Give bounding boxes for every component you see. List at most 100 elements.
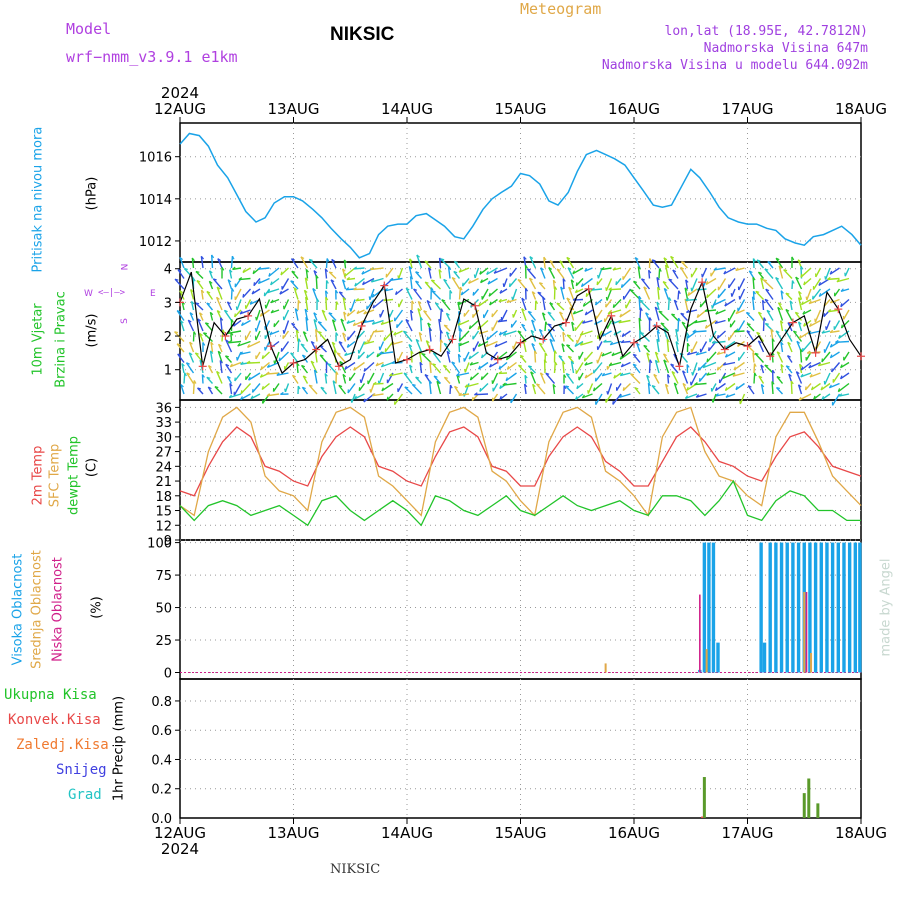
wind-barb-head	[368, 296, 371, 301]
wind-barb	[295, 330, 299, 342]
wind-barb-head	[417, 307, 421, 312]
wind-barb	[696, 393, 707, 398]
wind-barb	[300, 343, 309, 353]
wind-barb-head	[343, 273, 347, 277]
wind-barb-head	[668, 297, 672, 301]
wind-barb	[754, 352, 765, 363]
wind-barb	[682, 383, 689, 395]
wind-barb-head	[711, 340, 716, 344]
wind-barb	[290, 280, 299, 290]
wind-barb-head	[755, 290, 760, 293]
wind-barb	[389, 277, 403, 282]
wind-barb-head	[220, 317, 224, 321]
wind-barb-head	[760, 364, 764, 368]
wind-barb-head	[416, 254, 420, 258]
wind-barb-head	[338, 341, 343, 344]
wind-barb	[775, 277, 784, 290]
wind-barb-head	[240, 396, 243, 400]
wind-barb	[464, 382, 479, 388]
wind-barb	[174, 278, 185, 290]
wind-barb	[559, 260, 565, 269]
wind-barb	[438, 269, 442, 279]
wind-barb-head	[820, 386, 823, 391]
wind-barb-head	[672, 269, 677, 273]
wind-barb	[808, 361, 821, 369]
wind-barb-head	[325, 290, 329, 294]
wind-barb-head	[756, 331, 761, 335]
wind-barb	[489, 361, 498, 368]
wind-barb-head	[566, 334, 571, 337]
wind-barb	[225, 363, 233, 374]
wind-barb	[654, 351, 660, 363]
wind-barb	[606, 383, 613, 395]
wind-barb	[664, 264, 670, 279]
wind-barb-head	[380, 321, 384, 325]
wind-barb	[767, 261, 774, 269]
wind-barb-head	[259, 312, 263, 317]
wind-barb-head	[366, 354, 369, 359]
wind-barb-head	[758, 340, 762, 344]
wind-barb	[308, 384, 318, 395]
wind-barb-head	[438, 269, 442, 273]
wind-barb-head	[238, 276, 243, 281]
wind-barb-head	[716, 351, 721, 355]
wind-barb	[680, 312, 689, 321]
wind-barb	[229, 383, 233, 395]
cloud-high-bar	[762, 642, 767, 673]
wind-barb	[209, 350, 214, 363]
wind-barb	[684, 298, 689, 311]
wind-barb-head	[440, 339, 444, 343]
wind-barb-head	[601, 332, 605, 337]
wind-barb	[445, 312, 451, 321]
wind-barb	[230, 332, 233, 342]
wind-barb	[339, 361, 347, 374]
wind-barb-head	[787, 355, 791, 358]
wind-barb	[685, 393, 698, 400]
wind-barb-head	[428, 267, 432, 271]
wind-barb-head	[632, 363, 637, 367]
wind-barb	[530, 371, 537, 384]
wind-barb-head	[197, 387, 202, 390]
wind-barb	[785, 365, 793, 374]
wind-barb-head	[280, 391, 284, 395]
wind-barb	[393, 393, 404, 406]
model-label: Model	[66, 20, 112, 38]
cloud-high-bar	[825, 542, 829, 673]
wind-barb-head	[234, 313, 236, 318]
wind-barb-head	[668, 278, 673, 281]
wind-barb	[335, 301, 338, 311]
wind-barb-head	[568, 355, 572, 359]
wind-barb-head	[584, 268, 588, 272]
wind-barb	[706, 372, 717, 376]
wind-barb	[596, 351, 603, 364]
y-tick-label: 21	[155, 475, 172, 490]
wind-barb-head	[685, 332, 690, 336]
wind-barb	[694, 382, 707, 386]
wind-barb-head	[594, 301, 598, 306]
wind-barb-head	[716, 366, 719, 371]
wind-barb	[355, 298, 365, 302]
wind-barb-head	[228, 394, 233, 398]
wind-barb	[526, 268, 537, 279]
wind-barb	[779, 320, 784, 332]
wind-barb	[549, 338, 556, 353]
wind-barb	[704, 309, 717, 312]
wind-barb	[506, 298, 517, 304]
wind-barb-head	[529, 277, 533, 281]
wind-barb-head	[634, 387, 639, 390]
wind-barb-head	[765, 322, 769, 325]
wind-barb	[351, 393, 356, 403]
wind-barb	[562, 332, 565, 342]
temp-2m-line	[179, 426, 862, 497]
wind-barb-head	[637, 266, 641, 270]
wind-barb	[200, 256, 204, 269]
wind-barb	[338, 341, 347, 353]
wind-barb-head	[408, 265, 413, 270]
wind-barb-head	[791, 256, 795, 261]
model-name: wrf−nmm_v3.9.1 e1km	[66, 48, 238, 66]
wind-barb	[228, 340, 242, 344]
wind-barb-head	[297, 385, 301, 390]
wind-barb-head	[545, 372, 550, 375]
wind-barb	[191, 257, 195, 269]
wind-barb	[314, 349, 318, 363]
